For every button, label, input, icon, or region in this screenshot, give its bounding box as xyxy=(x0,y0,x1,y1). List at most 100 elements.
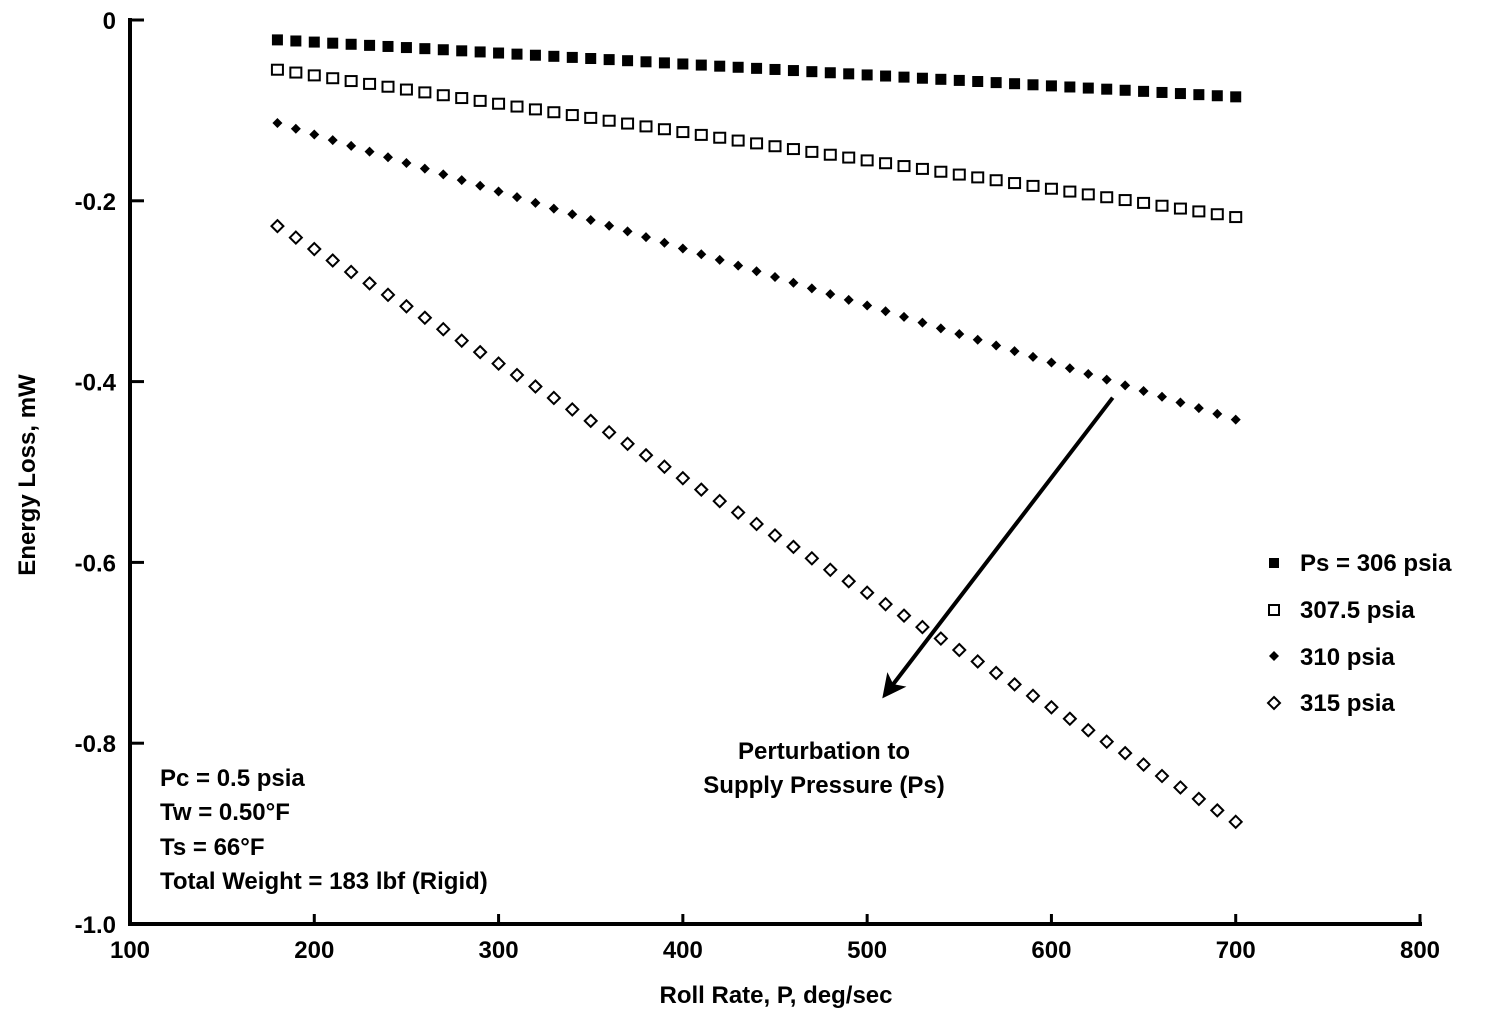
data-point xyxy=(585,214,596,225)
data-point xyxy=(1028,351,1038,362)
condition-pc: Pc = 0.5 psia xyxy=(160,765,305,792)
data-point xyxy=(805,145,819,158)
data-point xyxy=(768,140,782,153)
data-point xyxy=(548,203,559,214)
series-layer xyxy=(270,34,1244,830)
data-point xyxy=(362,275,377,291)
data-point xyxy=(528,103,542,116)
data-point xyxy=(604,220,615,231)
data-point xyxy=(1026,179,1040,192)
data-point xyxy=(1027,79,1039,91)
data-point xyxy=(419,43,431,55)
data-point xyxy=(1100,191,1114,204)
data-point xyxy=(622,226,633,237)
data-point xyxy=(915,162,929,175)
data-point xyxy=(971,171,985,184)
series-2 xyxy=(270,63,1243,224)
data-point xyxy=(530,197,541,208)
data-point xyxy=(491,356,506,372)
data-point xyxy=(1229,211,1243,224)
data-point xyxy=(696,249,707,260)
data-point xyxy=(289,66,303,79)
data-point xyxy=(806,283,817,294)
data-point xyxy=(731,134,745,147)
data-point xyxy=(896,608,912,624)
data-point xyxy=(1173,202,1187,215)
data-point xyxy=(585,53,597,65)
data-point xyxy=(730,505,746,520)
data-point xyxy=(603,54,615,66)
x-tick-label: 400 xyxy=(663,937,703,964)
x-tick-label: 800 xyxy=(1400,937,1440,964)
data-point xyxy=(1193,403,1204,414)
data-point xyxy=(714,60,726,72)
condition-tw: Tw = 0.50°F xyxy=(160,799,290,826)
data-point xyxy=(822,562,838,578)
data-point xyxy=(1211,90,1223,102)
data-point xyxy=(879,157,893,170)
data-point xyxy=(712,493,728,509)
data-point xyxy=(675,470,691,486)
data-point xyxy=(400,42,412,54)
legend-item-315: 315 psia xyxy=(1266,690,1395,717)
data-point xyxy=(657,459,672,475)
data-point xyxy=(511,48,523,60)
data-point xyxy=(713,131,727,144)
data-point xyxy=(436,89,450,102)
data-point xyxy=(1101,83,1113,95)
data-point xyxy=(327,135,338,146)
legend-marker-open-diamond xyxy=(1266,695,1282,711)
data-point xyxy=(344,75,358,88)
data-point xyxy=(546,390,562,406)
y-tick-label: -1.0 xyxy=(75,912,116,939)
data-point xyxy=(401,157,412,168)
data-point xyxy=(437,44,449,56)
data-point xyxy=(1081,188,1095,201)
axes: 100 200 300 400 500 600 700 800 0 -0.2 -0.4 -0.6 -0.… xyxy=(75,8,1440,964)
data-point xyxy=(621,117,635,130)
data-point xyxy=(693,482,709,498)
data-point xyxy=(860,154,874,167)
data-point xyxy=(769,63,781,75)
data-point xyxy=(1173,780,1188,795)
data-point xyxy=(677,58,689,70)
data-point xyxy=(842,151,856,164)
data-point xyxy=(1009,346,1020,357)
data-point xyxy=(638,447,654,463)
arrow-label-line-2: Supply Pressure (Ps) xyxy=(703,772,944,799)
y-tick-label: -0.8 xyxy=(75,731,116,758)
data-point xyxy=(714,254,725,265)
data-point xyxy=(290,123,301,134)
data-point xyxy=(510,100,524,113)
data-point xyxy=(381,80,395,93)
data-point xyxy=(1174,88,1186,100)
data-point xyxy=(306,241,322,257)
data-point xyxy=(917,317,928,328)
data-point xyxy=(1138,85,1150,97)
data-point xyxy=(640,56,652,68)
legend-label-307-5: 307.5 psia xyxy=(1300,597,1415,624)
data-point xyxy=(548,50,560,62)
data-point xyxy=(1008,177,1022,190)
data-point xyxy=(788,277,799,288)
data-point xyxy=(1119,84,1131,96)
data-point xyxy=(1063,185,1077,198)
data-point xyxy=(364,39,376,51)
data-point xyxy=(770,272,780,283)
legend-item-306: Ps = 306 psia xyxy=(1269,550,1452,577)
data-point xyxy=(383,152,393,163)
data-point xyxy=(970,654,986,669)
condition-ts: Ts = 66°F xyxy=(160,834,265,861)
data-point xyxy=(695,59,707,71)
data-point xyxy=(364,146,375,157)
data-point xyxy=(1230,414,1241,425)
data-point xyxy=(878,596,893,612)
x-tick-label: 200 xyxy=(294,937,334,964)
data-point xyxy=(528,379,543,394)
data-point xyxy=(767,528,783,543)
data-point xyxy=(456,45,468,57)
data-point xyxy=(1044,699,1059,715)
data-point xyxy=(309,129,320,140)
annotation-layer: Perturbation to Supply Pressure (Ps) Pc … xyxy=(160,396,1115,895)
